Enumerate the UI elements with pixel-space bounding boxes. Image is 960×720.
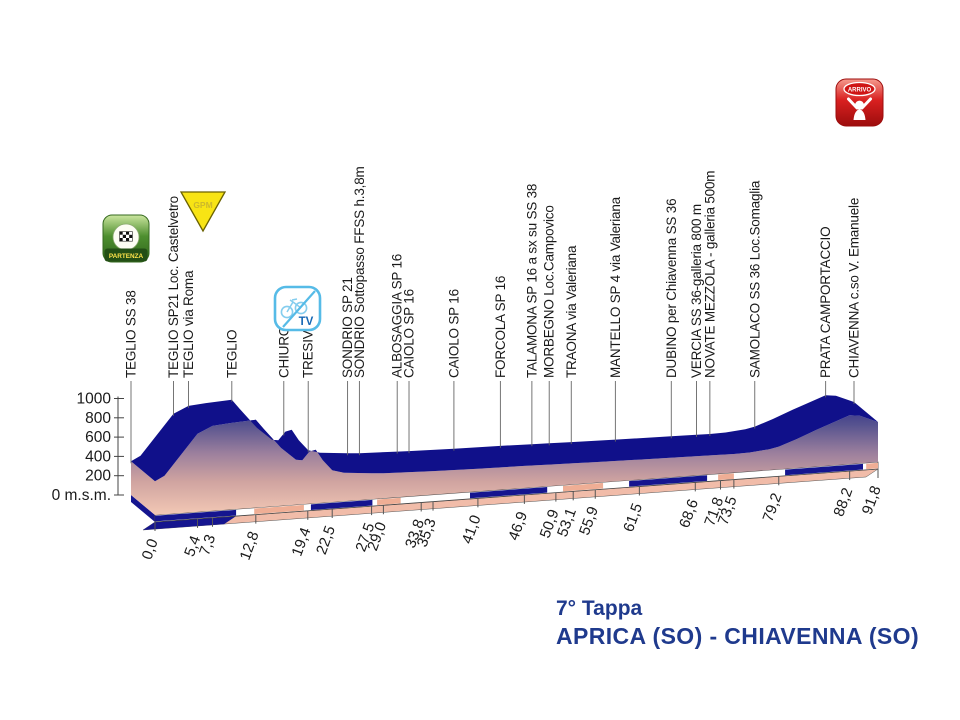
- partenza-label-band: [104, 248, 148, 262]
- checkpoint-label-18: NOVATE MEZZOLA - galleria 500m: [702, 171, 717, 378]
- checkpoint-label-0: TEGLIO SS 38: [124, 290, 139, 378]
- checkpoint-label-14: TRAONA via Valeriana: [564, 245, 579, 378]
- stage-title-block: 7° Tappa APRICA (SO) - CHIAVENNA (SO): [556, 596, 919, 651]
- tv-diagonal-line: [282, 290, 316, 328]
- km-label-13: 53,1: [554, 506, 580, 539]
- checkpoint-label-19: SAMOLACO SS 36 Loc.Somaglia: [747, 180, 762, 378]
- y-tick-label-1: 800: [85, 410, 111, 427]
- road-segment-3: [377, 497, 401, 506]
- checkpoint-label-9: CAIOLO SP 16: [402, 289, 417, 378]
- km-label-5: 22,5: [313, 524, 339, 557]
- checkpoint-label-6: SONDRIO SP 21: [340, 277, 355, 378]
- km-label-0: 0,0: [139, 537, 162, 562]
- checkpoint-label-4: CHIURO: [276, 326, 291, 378]
- profile-top-band: [131, 395, 878, 482]
- km-label-10: 41,0: [459, 513, 485, 546]
- gpm-icon: GPM: [179, 191, 227, 233]
- km-label-19: 79,2: [760, 491, 786, 524]
- checkpoint-label-13: MORBEGNO Loc.Campovico: [542, 205, 557, 378]
- road-segment-7: [718, 473, 734, 481]
- checkpoint-label-8: ALBOSAGGIA SP 16: [390, 254, 405, 378]
- y-tick-label-5: 0 m.s.m.: [52, 487, 111, 504]
- km-label-16: 68,6: [676, 497, 702, 530]
- bicycle-icon: [280, 305, 294, 319]
- checkpoint-label-7: SONDRIO Sottopasso FFSS h.3,8m: [352, 166, 367, 378]
- checkpoint-label-5: TRESIVIO: [301, 317, 316, 378]
- km-label-11: 46,9: [505, 509, 531, 542]
- road-segment-1: [254, 504, 304, 515]
- road-segment-5: [563, 482, 604, 492]
- y-tick-label-2: 600: [85, 429, 111, 446]
- checkpoint-label-12: TALAMONA SP 16 a sx su SS 38: [524, 184, 539, 378]
- road-segment-0: [155, 509, 237, 522]
- km-label-1: 5,4: [181, 533, 204, 558]
- checkpoint-label-20: PRATA CAMPORTACCIO: [818, 227, 833, 378]
- checkpoint-label-15: MANTELLO SP 4 via Valeriana: [608, 196, 623, 378]
- km-label-14: 55,9: [576, 504, 602, 537]
- arrivo-icon: ARRIVO: [835, 78, 884, 127]
- partenza-label: PARTENZA: [109, 253, 144, 260]
- stage-number: 7° Tappa: [556, 597, 643, 620]
- km-label-20: 88,2: [830, 486, 856, 519]
- km-label-15: 61,5: [620, 501, 646, 534]
- road-segment-8: [785, 463, 863, 476]
- gpm-triangle: [179, 191, 227, 233]
- tv-icon: TV: [273, 285, 322, 332]
- checkpoint-label-2: TEGLIO via Roma: [181, 270, 196, 378]
- y-tick-label-4: 200: [85, 468, 111, 485]
- checkpoint-label-11: FORCOLA SP 16: [493, 276, 508, 378]
- road-segment-4: [470, 487, 548, 499]
- km-label-21: 91,8: [859, 484, 885, 517]
- gpm-label: GPM: [193, 200, 212, 210]
- km-label-2: 7,3: [196, 532, 219, 557]
- checkpoint-label-3: TEGLIO: [224, 330, 239, 378]
- tv-label: TV: [299, 316, 314, 328]
- road-segment-9: [866, 462, 878, 470]
- road-segment-6: [629, 475, 708, 487]
- partenza-icon: PARTENZA: [102, 214, 150, 263]
- km-label-4: 19,4: [289, 525, 315, 558]
- arrivo-label-badge: [843, 81, 876, 97]
- checkpoint-label-1: TEGLIO SP21 Loc. Castelvetro: [166, 196, 181, 378]
- checkpoint-label-16: DUBINO per Chiavenna SS 36: [664, 199, 679, 378]
- arrivo-label: ARRIVO: [848, 88, 872, 94]
- road-segment-2: [310, 499, 373, 510]
- y-tick-label-3: 400: [85, 448, 111, 465]
- km-label-3: 12,8: [237, 529, 263, 562]
- profile-left-face: [131, 461, 155, 515]
- left-base-edge: [131, 495, 155, 522]
- checkpoint-label-21: CHIAVENNA c.so V. Emanuele: [847, 198, 862, 378]
- y-tick-label-0: 1000: [77, 391, 112, 408]
- checkpoint-label-10: CAIOLO SP 16: [446, 289, 461, 378]
- profile-front-face: [155, 415, 878, 515]
- stage-route: APRICA (SO) - CHIAVENNA (SO): [556, 623, 920, 650]
- checkpoint-label-17: VERCIA SS 36-galleria 800 m: [689, 204, 704, 378]
- checkered-flag-icon: [119, 231, 133, 242]
